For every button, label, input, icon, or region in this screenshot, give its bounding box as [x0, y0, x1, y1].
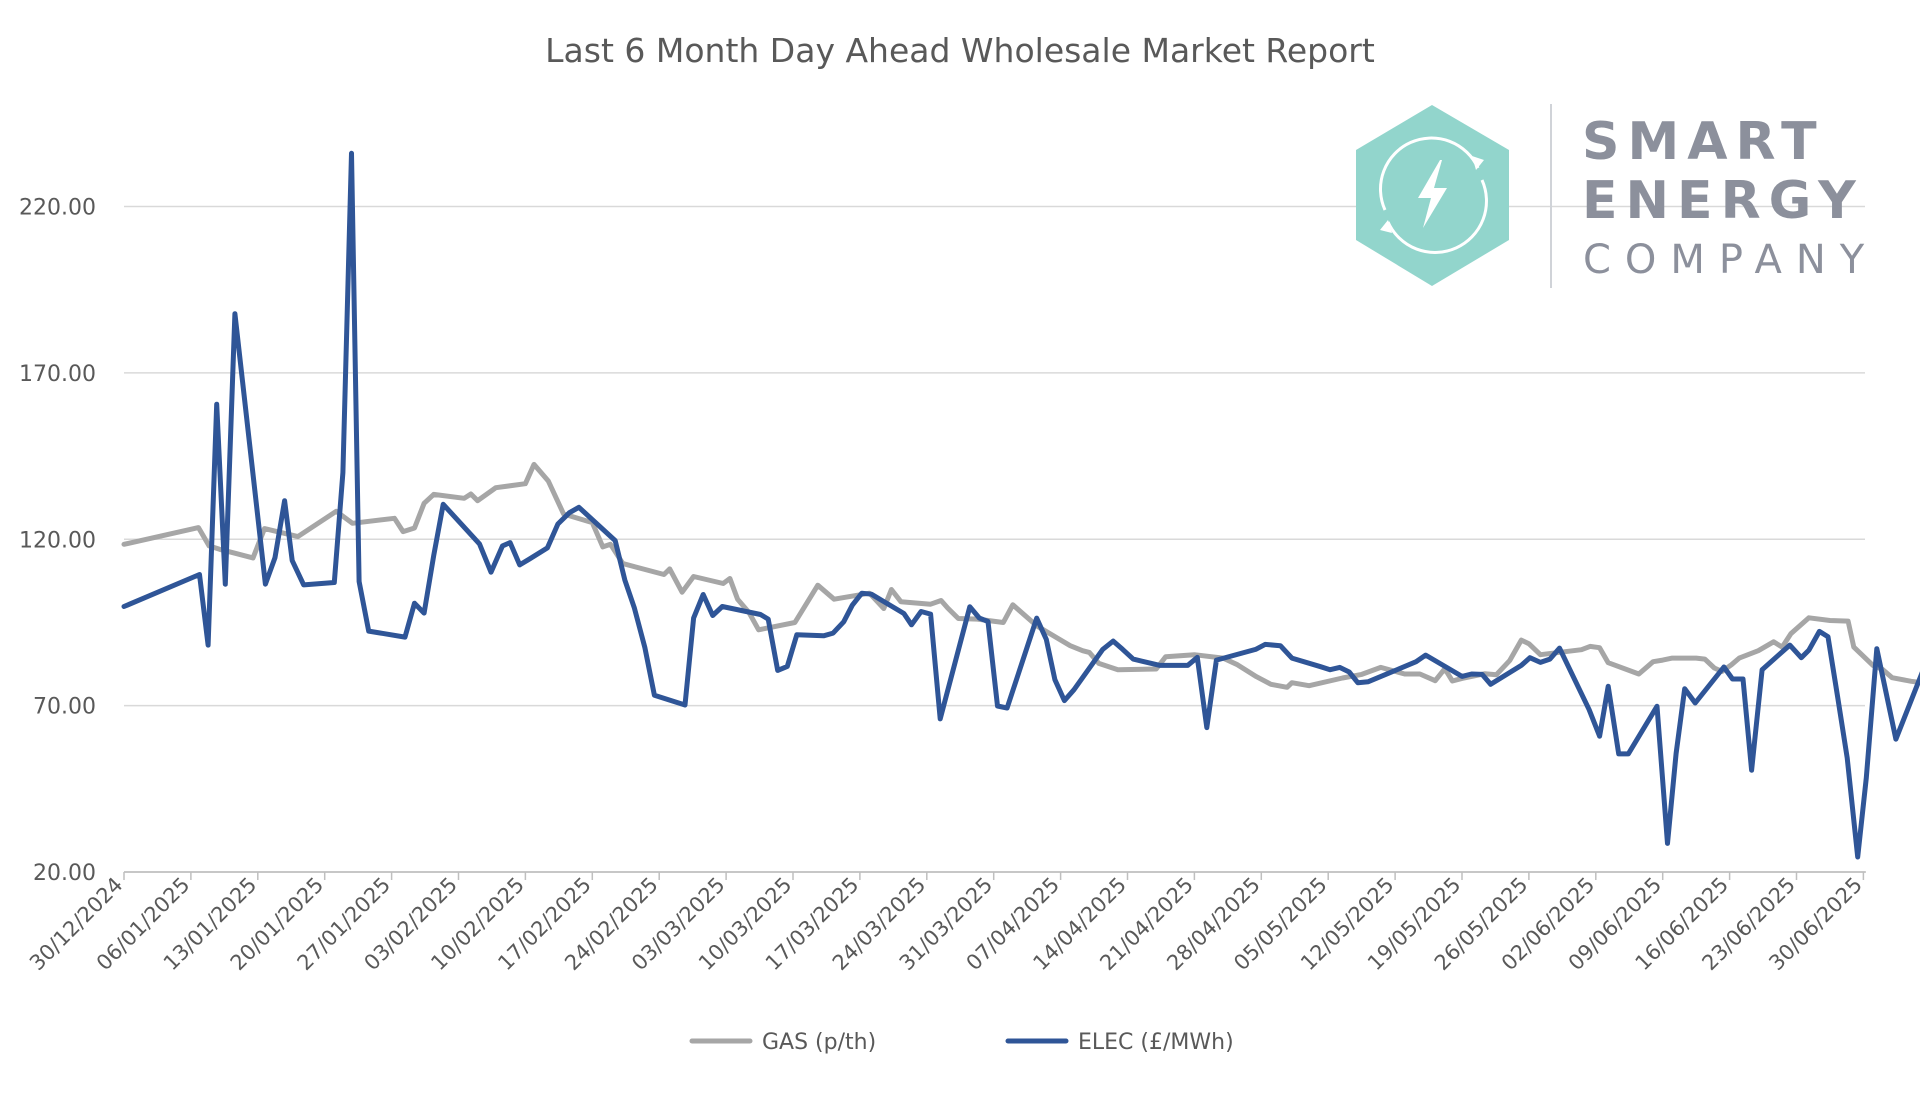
y-tick-label: 170.00: [19, 362, 96, 387]
gridlines: [124, 205, 1865, 873]
y-tick-label: 120.00: [19, 528, 96, 553]
refresh-arrow-bottom-icon: [1380, 220, 1392, 233]
company-logo: SMART ENERGY COMPANY: [1356, 104, 1878, 288]
refresh-arrow-top-icon: [1472, 156, 1484, 170]
y-tick-label: 20.00: [33, 861, 96, 886]
legend-label: ELEC (£/MWh): [1078, 1030, 1234, 1055]
lightning-refresh-icon: [1379, 136, 1488, 254]
logo-text-smart: SMART: [1582, 112, 1825, 172]
series-line-gas: [121, 461, 1920, 690]
y-tick-label: 220.00: [19, 196, 96, 221]
logo-text-energy: ENERGY: [1582, 171, 1864, 231]
x-axis: 30/12/202406/01/202513/01/202520/01/2025…: [25, 871, 1867, 975]
series-lines: [121, 150, 1920, 860]
legend-label: GAS (p/th): [762, 1030, 876, 1055]
chart-title: Last 6 Month Day Ahead Wholesale Market …: [545, 31, 1375, 70]
logo-text-company: COMPANY: [1583, 237, 1878, 283]
refresh-arc-bottom-icon: [1386, 179, 1488, 254]
y-tick-label: 70.00: [33, 695, 96, 720]
lightning-bolt-icon: [1418, 160, 1447, 228]
y-axis-ticks: 20.00 70.00 120.00 170.00 220.00: [19, 196, 96, 886]
legend: GAS (p/th) ELEC (£/MWh): [689, 1030, 1234, 1055]
series-line-elec: [121, 150, 1920, 860]
refresh-arc-top-icon: [1379, 136, 1480, 211]
